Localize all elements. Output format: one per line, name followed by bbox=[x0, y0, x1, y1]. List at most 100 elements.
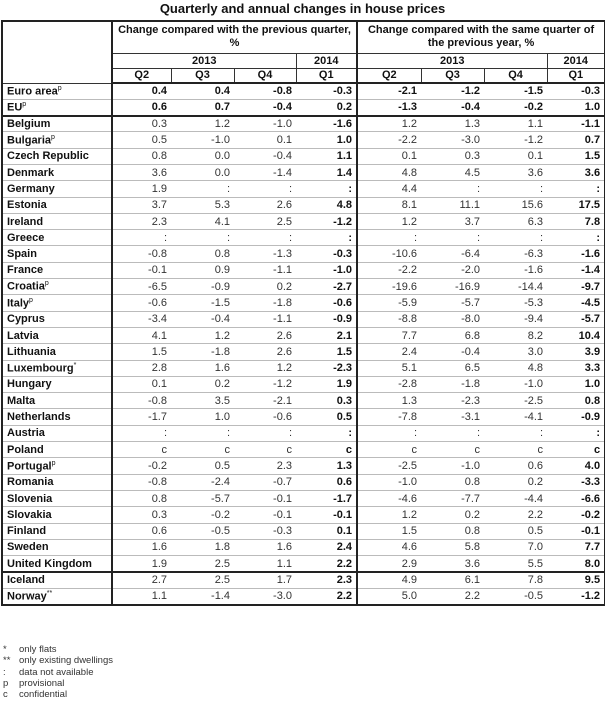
value-cell: 5.3 bbox=[171, 197, 234, 214]
row-label: Euro areap bbox=[1, 83, 113, 100]
value-cell: 5.1 bbox=[357, 360, 422, 377]
value-cell: c bbox=[357, 441, 422, 459]
value-cell: 1.5 bbox=[296, 343, 359, 361]
value-cell: 2.3 bbox=[112, 213, 171, 231]
value-cell: 2.2 bbox=[421, 588, 485, 606]
value-cell: -0.2 bbox=[112, 457, 171, 475]
row-label: Ireland bbox=[1, 213, 113, 231]
country-name: Luxembourg bbox=[7, 362, 74, 375]
value-cell: 1.1 bbox=[112, 588, 171, 606]
value-cell: 1.5 bbox=[357, 523, 422, 540]
value-cell: 4.8 bbox=[484, 360, 548, 377]
value-cell: 2.4 bbox=[357, 343, 422, 361]
value-cell: 3.7 bbox=[421, 213, 485, 231]
value-cell: 3.5 bbox=[171, 392, 234, 410]
table-row: Netherlands -1.7 1.0 -0.6 0.5 -7.8 -3.1 -4.1 -0.… bbox=[1, 408, 605, 426]
footnote: c confidential bbox=[3, 689, 113, 700]
value-cell: : bbox=[484, 180, 548, 198]
country-name: Belgium bbox=[7, 117, 51, 130]
footnote: ** only existing dwellings bbox=[3, 655, 113, 666]
value-cell: c bbox=[234, 441, 296, 459]
country-name: Hungary bbox=[7, 378, 52, 391]
value-cell: 3.9 bbox=[547, 343, 605, 361]
value-cell: -3.0 bbox=[234, 588, 296, 606]
table-row: Estonia 3.7 5.3 2.6 4.8 8.1 11.1 15.6 17.5 bbox=[1, 197, 605, 214]
table-row: Slovenia 0.8 -5.7 -0.1 -1.7 -4.6 -7.7 -4.4 -6.6 bbox=[1, 490, 605, 508]
table-row: Latvia 4.1 1.2 2.6 2.1 7.7 6.8 8.2 10.4 bbox=[1, 327, 605, 345]
value-cell: 2.6 bbox=[234, 327, 296, 345]
value-cell: 0.7 bbox=[171, 99, 234, 117]
table-row: Norway** 1.1 -1.4 -3.0 2.2 5.0 2.2 -0.5 -1.2 bbox=[1, 588, 605, 606]
value-cell: 0.6 bbox=[112, 523, 171, 540]
value-cell: -4.6 bbox=[357, 490, 422, 508]
value-cell: -1.2 bbox=[234, 376, 296, 394]
table-row: Ireland 2.3 4.1 2.5 -1.2 1.2 3.7 6.3 7.8 bbox=[1, 213, 605, 231]
footnote-text: only flats bbox=[19, 644, 57, 655]
row-label: Cyprus bbox=[1, 311, 113, 328]
value-cell: 1.8 bbox=[171, 539, 234, 557]
value-cell: : bbox=[547, 180, 605, 198]
value-cell: 0.1 bbox=[234, 131, 296, 149]
row-label: Austria bbox=[1, 425, 113, 443]
value-cell: : bbox=[112, 425, 171, 443]
value-cell: 0.1 bbox=[484, 148, 548, 165]
row-label: United Kingdom bbox=[1, 555, 113, 573]
value-cell: 6.5 bbox=[421, 360, 485, 377]
value-cell: 0.0 bbox=[171, 164, 234, 182]
value-cell: 1.9 bbox=[296, 376, 359, 394]
value-cell: 0.2 bbox=[234, 278, 296, 296]
value-cell: -0.6 bbox=[234, 408, 296, 426]
table-body: Euro areap 0.4 0.4 -0.8 -0.3 -2.1 -1.2 -1.5 -0.3… bbox=[1, 83, 605, 606]
value-cell: 3.7 bbox=[112, 197, 171, 214]
value-cell: 2.6 bbox=[234, 343, 296, 361]
value-cell: : bbox=[112, 229, 171, 247]
value-cell: 1.2 bbox=[357, 506, 422, 524]
footnote-marker: * bbox=[73, 361, 77, 369]
row-label: Malta bbox=[1, 392, 113, 410]
value-cell: -1.0 bbox=[357, 474, 422, 491]
value-cell: 2.6 bbox=[234, 197, 296, 214]
value-cell: -10.6 bbox=[357, 245, 422, 263]
row-label: Luxembourg* bbox=[1, 360, 113, 377]
value-cell: 1.1 bbox=[234, 555, 296, 573]
value-cell: : bbox=[296, 180, 359, 198]
value-cell: 2.3 bbox=[234, 457, 296, 475]
value-cell: 2.9 bbox=[357, 555, 422, 573]
row-label: Greece bbox=[1, 229, 113, 247]
value-cell: -0.5 bbox=[484, 588, 548, 606]
country-name: Greece bbox=[7, 231, 45, 244]
value-cell: 0.3 bbox=[421, 148, 485, 165]
header-prev-quarter: Change compared with the previous quarte… bbox=[111, 20, 359, 54]
value-cell: c bbox=[171, 441, 234, 459]
country-name: Czech Republic bbox=[7, 150, 89, 163]
row-label: Iceland bbox=[1, 571, 113, 589]
header-q4: Q4 bbox=[483, 67, 548, 84]
value-cell: -0.3 bbox=[547, 83, 605, 100]
value-cell: -1.0 bbox=[234, 115, 296, 133]
value-cell: 1.1 bbox=[484, 115, 548, 133]
value-cell: 6.8 bbox=[421, 327, 485, 345]
country-name: Denmark bbox=[7, 166, 55, 179]
footnote-marker: p bbox=[51, 459, 56, 467]
value-cell: -2.5 bbox=[357, 457, 422, 475]
value-cell: 0.8 bbox=[547, 392, 605, 410]
footnote-marker: p bbox=[22, 100, 27, 108]
footnote: p provisional bbox=[3, 678, 113, 689]
value-cell: : bbox=[547, 229, 605, 247]
value-cell: : bbox=[547, 425, 605, 443]
value-cell: -0.9 bbox=[547, 408, 605, 426]
value-cell: 0.3 bbox=[112, 506, 171, 524]
country-name: Italy bbox=[7, 297, 30, 310]
header-q2: Q2 bbox=[356, 67, 422, 84]
value-cell: -3.0 bbox=[421, 131, 485, 149]
value-cell: -0.4 bbox=[234, 148, 296, 165]
country-name: Estonia bbox=[7, 199, 47, 212]
value-cell: 15.6 bbox=[484, 197, 548, 214]
value-cell: 1.2 bbox=[234, 360, 296, 377]
table-row: EUp 0.6 0.7 -0.4 0.2 -1.3 -0.4 -0.2 1.0 bbox=[1, 99, 605, 117]
value-cell: -6.3 bbox=[484, 245, 548, 263]
header-q1: Q1 bbox=[295, 67, 359, 84]
value-cell: -9.4 bbox=[484, 311, 548, 328]
value-cell: 9.5 bbox=[547, 571, 605, 589]
value-cell: 3.6 bbox=[421, 555, 485, 573]
